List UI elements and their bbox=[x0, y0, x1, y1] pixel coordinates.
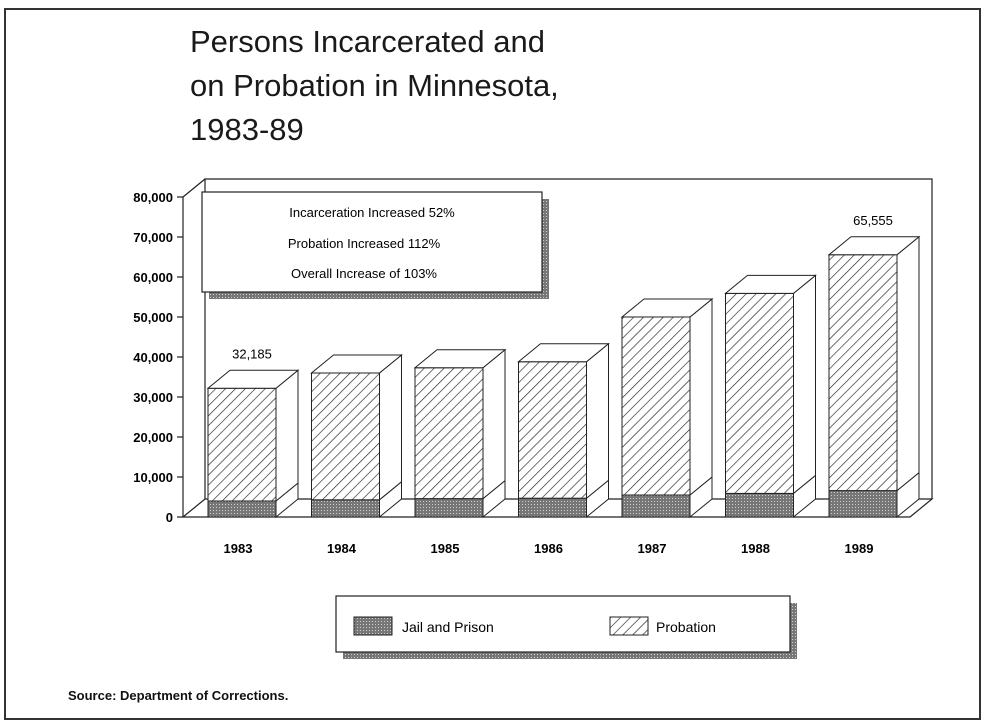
x-tick-label: 1987 bbox=[638, 541, 667, 556]
annotation-box bbox=[201, 191, 543, 293]
title-line-3: 1983-89 bbox=[190, 112, 304, 147]
title-line-2: on Probation in Minnesota, bbox=[190, 68, 559, 103]
x-tick-label: 1989 bbox=[845, 541, 874, 556]
annotation-line: Incarceration Increased 52% bbox=[289, 205, 455, 220]
chart-frame bbox=[4, 8, 981, 720]
y-tick-label: 30,000 bbox=[133, 390, 173, 405]
data-label: 32,185 bbox=[232, 346, 272, 361]
bar-jail-front bbox=[828, 490, 898, 518]
legend-box bbox=[335, 595, 791, 653]
bar-jail-front bbox=[311, 499, 380, 518]
bar-jail-front bbox=[621, 494, 691, 518]
annotation-line: Probation Increased 112% bbox=[288, 236, 441, 251]
bar-probation-front bbox=[518, 361, 587, 499]
x-tick-label: 1983 bbox=[224, 541, 253, 556]
legend-label-jail: Jail and Prison bbox=[402, 619, 494, 635]
bar-probation-front bbox=[311, 372, 380, 501]
bar-probation-front bbox=[828, 254, 898, 492]
x-tick-label: 1985 bbox=[431, 541, 460, 556]
legend-swatch-probation bbox=[609, 616, 649, 636]
legend-layer: Jail and Prison Probation bbox=[335, 595, 797, 659]
bar-jail-front bbox=[207, 500, 277, 518]
bar-top bbox=[310, 354, 403, 374]
title-line-1: Persons Incarcerated and bbox=[190, 24, 545, 59]
bar-top bbox=[620, 298, 714, 318]
back-wall bbox=[204, 178, 933, 499]
bar-top bbox=[724, 274, 817, 294]
bar-jail-front bbox=[725, 492, 794, 518]
y-tick-label: 70,000 bbox=[133, 230, 173, 245]
bar-probation-front bbox=[725, 292, 794, 494]
bar-probation-side bbox=[896, 235, 920, 492]
legend-swatch-jail bbox=[353, 616, 393, 636]
chart-title: Persons Incarcerated and on Probation in… bbox=[190, 20, 559, 152]
x-tick-label: 1984 bbox=[327, 541, 357, 556]
bar-jail-front bbox=[518, 497, 587, 518]
bar-probation-side bbox=[793, 274, 816, 495]
bar-top bbox=[413, 349, 507, 369]
y-tick-label: 80,000 bbox=[133, 190, 173, 205]
y-axis-top-edge bbox=[182, 178, 206, 198]
y-tick-label: 10,000 bbox=[133, 470, 173, 485]
bar-top bbox=[517, 343, 610, 363]
x-tick-label: 1988 bbox=[741, 541, 770, 556]
y-tick-label: 0 bbox=[166, 510, 173, 525]
y-tick-label: 40,000 bbox=[133, 350, 173, 365]
x-tick-label: 1986 bbox=[534, 541, 563, 556]
bar-probation-side bbox=[482, 348, 506, 500]
bar-jail-front bbox=[414, 498, 484, 518]
bar-top bbox=[827, 236, 921, 256]
annotation-layer: Incarceration Increased 52% Probation Inc… bbox=[201, 191, 549, 299]
annotation-line: Overall Increase of 103% bbox=[291, 266, 437, 281]
bar-probation-side bbox=[586, 342, 609, 500]
data-label: 65,555 bbox=[853, 213, 893, 228]
y-tick-label: 60,000 bbox=[133, 270, 173, 285]
bar-probation-front bbox=[621, 316, 691, 496]
bar-probation-side bbox=[379, 353, 402, 501]
bar-probation-side bbox=[689, 297, 713, 497]
legend-label-probation: Probation bbox=[656, 619, 716, 635]
bar-probation-front bbox=[207, 387, 277, 502]
source-note: Source: Department of Corrections. bbox=[68, 688, 289, 703]
bar-top bbox=[206, 369, 300, 389]
bar-probation-side bbox=[275, 369, 299, 503]
bars-layer: 1983 1984 1985 1986 1987 1988 1989 32,185 65,555 bbox=[206, 213, 921, 556]
y-tick-label: 50,000 bbox=[133, 310, 173, 325]
y-tick-label: 20,000 bbox=[133, 430, 173, 445]
bar-probation-front bbox=[414, 367, 484, 500]
